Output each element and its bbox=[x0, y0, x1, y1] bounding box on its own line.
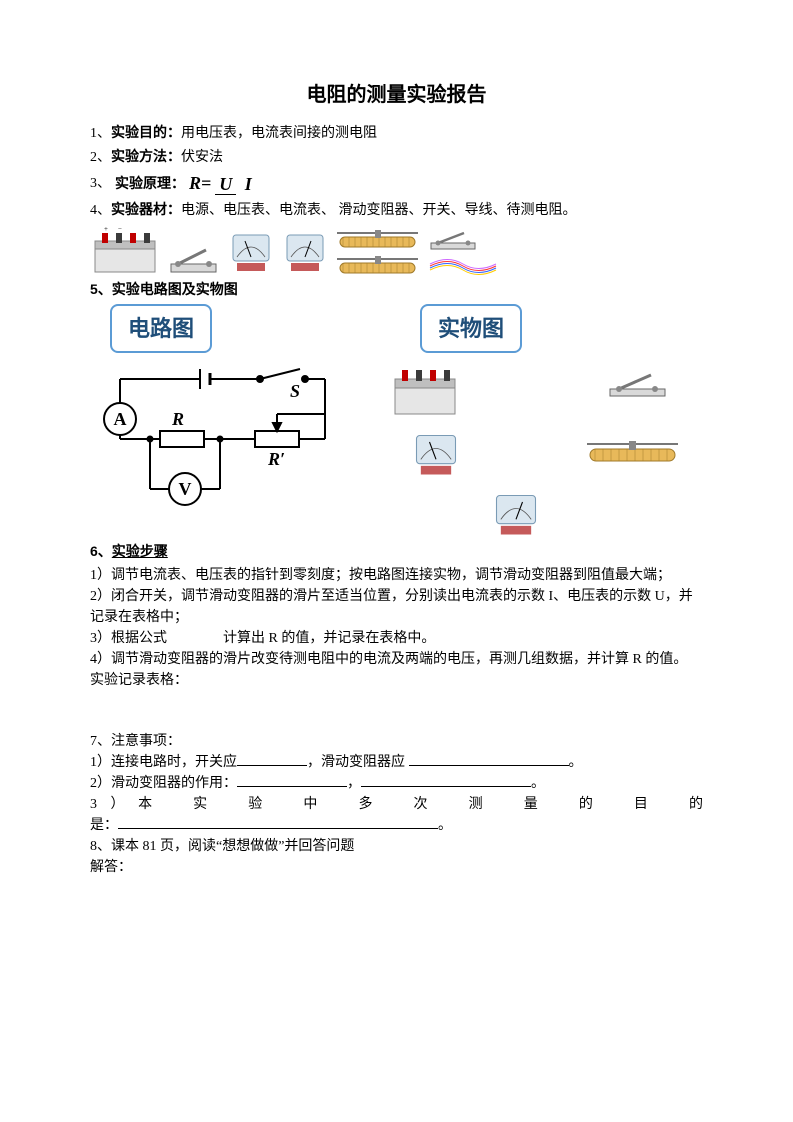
purpose-text: 用电压表，电流表间接的测电阻 bbox=[181, 126, 377, 141]
num-3: 3、 bbox=[90, 173, 111, 194]
line-purpose: 1、实验目的：用电压表，电流表间接的测电阻 bbox=[90, 122, 703, 144]
real-voltmeter bbox=[490, 489, 542, 541]
sym-a: A bbox=[114, 409, 127, 429]
real-switch bbox=[605, 369, 670, 399]
step-4: 4）调节滑动变阻器的滑片改变待测电阻中的电流及两端的电压，再测几组数据，并计算 … bbox=[90, 649, 703, 670]
real-grid bbox=[380, 359, 680, 539]
method-text: 伏安法 bbox=[181, 150, 223, 165]
svg-text:−: − bbox=[118, 227, 122, 233]
note-1: 1）连接电路时，开关应 ，滑动变阻器应 。 bbox=[90, 752, 703, 773]
diagrams-row: 电路图 bbox=[90, 304, 703, 539]
blank-4[interactable] bbox=[361, 786, 531, 787]
note3a-text: 3）本 实 验 中 多 次 测 量 的 目 的 bbox=[90, 797, 703, 812]
num-6: 6、 bbox=[90, 543, 112, 559]
sym-r: R bbox=[171, 409, 184, 429]
section-5: 5、实验电路图及实物图 bbox=[90, 279, 703, 300]
sym-v: V bbox=[179, 479, 192, 499]
note-3b: 是： 。 bbox=[90, 815, 703, 836]
note2c: 。 bbox=[531, 776, 545, 791]
step-1: 1）调节电流表、电压表的指针到零刻度；按电路图连接实物，调节滑动变阻器到阻值最大… bbox=[90, 565, 703, 586]
num-1: 1、 bbox=[90, 126, 111, 141]
section-8: 8、课本 81 页，阅读“想想做做”并回答问题 bbox=[90, 836, 703, 857]
note-2: 2）滑动变阻器的作用： ， 。 bbox=[90, 773, 703, 794]
real-ammeter bbox=[410, 429, 462, 481]
note1a: 1）连接电路时，开关应 bbox=[90, 755, 237, 770]
step-3: 3）根据公式 计算出 R 的值，并记录在表格中。 bbox=[90, 628, 703, 649]
line-principle: 3、实验原理： R= U I bbox=[90, 170, 703, 197]
method-label: 实验方法： bbox=[111, 148, 181, 164]
note1c: 。 bbox=[569, 755, 583, 770]
formula-frac: U I bbox=[215, 175, 256, 193]
purpose-label: 实验目的： bbox=[111, 124, 181, 140]
switch-icon bbox=[166, 242, 221, 277]
section-7: 7、注意事项： bbox=[90, 731, 703, 752]
voltmeter-icon bbox=[281, 229, 329, 277]
circuit-block: 电路图 bbox=[90, 304, 350, 524]
step-2: 2）闭合开关，调节滑动变阻器的滑片至适当位置，分别读出电流表的示数 I、电压表的… bbox=[90, 586, 703, 628]
blank-1[interactable] bbox=[237, 765, 307, 766]
real-battery bbox=[390, 364, 460, 419]
note-3a: 3）本 实 验 中 多 次 测 量 的 目 的 bbox=[90, 794, 703, 815]
note2b: ， bbox=[347, 776, 361, 791]
circuit-label-box: 电路图 bbox=[110, 304, 212, 353]
num-4: 4、 bbox=[90, 203, 111, 218]
real-rheostat bbox=[585, 439, 680, 465]
real-label-box: 实物图 bbox=[420, 304, 522, 353]
formula-i: I bbox=[241, 174, 256, 194]
num-2: 2、 bbox=[90, 150, 111, 165]
page-title: 电阻的测量实验报告 bbox=[90, 80, 703, 110]
battery-icon: +− bbox=[90, 227, 160, 277]
note3c-text: 。 bbox=[438, 818, 452, 833]
rheostat-icon-2 bbox=[335, 255, 420, 277]
sym-s: S bbox=[290, 381, 300, 401]
line-method: 2、实验方法：伏安法 bbox=[90, 146, 703, 168]
note1b: ，滑动变阻器应 bbox=[307, 755, 409, 770]
svg-text:+: + bbox=[104, 227, 108, 233]
blank-3[interactable] bbox=[237, 786, 347, 787]
sym-rp: R′ bbox=[267, 449, 285, 469]
record-label: 实验记录表格： bbox=[90, 670, 703, 691]
note3b-text: 是： bbox=[90, 818, 118, 833]
ammeter-icon bbox=[227, 229, 275, 277]
formula-r: R= bbox=[189, 170, 211, 197]
steps-label: 实验步骤 bbox=[112, 543, 168, 559]
real-block: 实物图 bbox=[380, 304, 680, 539]
switch-icon-2 bbox=[428, 229, 478, 251]
equipment-row: +− bbox=[90, 227, 703, 277]
equip-text: 电源、电压表、电流表、 滑动变阻器、开关、导线、待测电阻。 bbox=[181, 203, 577, 218]
blank-5[interactable] bbox=[118, 828, 438, 829]
rheostat-icon-1 bbox=[335, 229, 420, 251]
circuit-diagram: A S R R′ V bbox=[90, 359, 350, 524]
line-equip: 4、实验器材：电源、电压表、电流表、 滑动变阻器、开关、导线、待测电阻。 bbox=[90, 199, 703, 221]
equip-label: 实验器材： bbox=[111, 201, 181, 217]
formula-u: U bbox=[215, 174, 236, 195]
wires-icon bbox=[428, 255, 498, 277]
section-6: 6、实验步骤 bbox=[90, 541, 703, 563]
note2a: 2）滑动变阻器的作用： bbox=[90, 776, 237, 791]
answer-label: 解答： bbox=[90, 857, 703, 878]
principle-label: 实验原理： bbox=[115, 173, 185, 194]
blank-2[interactable] bbox=[409, 765, 569, 766]
